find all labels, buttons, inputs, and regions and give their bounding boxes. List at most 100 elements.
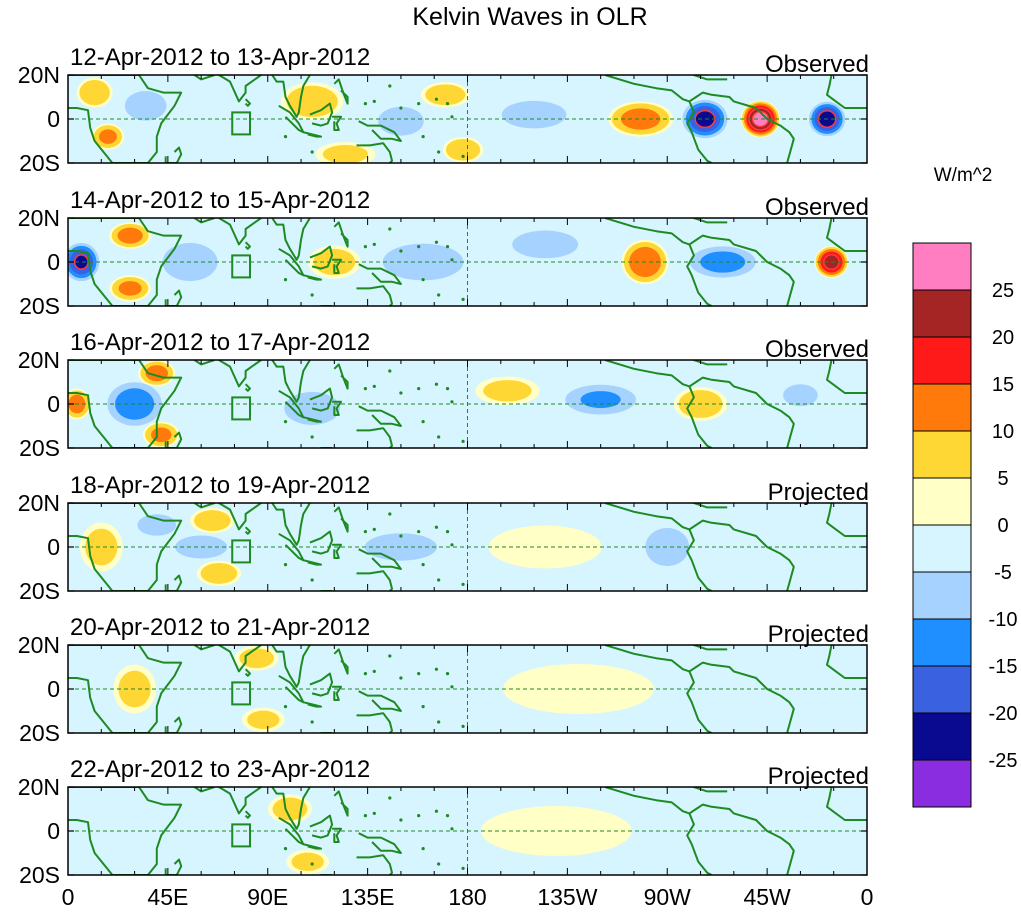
panel-status: Projected	[768, 763, 869, 790]
island-marker	[388, 796, 392, 800]
island-marker	[450, 543, 454, 547]
coastline	[333, 506, 349, 533]
coastline	[332, 827, 342, 843]
island-marker	[363, 387, 368, 391]
anomaly-field	[68, 360, 826, 448]
y-tick-label: 0	[47, 106, 60, 132]
coastline	[826, 75, 867, 109]
anomaly-contour	[620, 108, 661, 130]
coastline	[826, 360, 867, 394]
panel-date-range: 18-Apr-2012 to 19-Apr-2012	[70, 472, 370, 499]
anomaly-cell	[740, 100, 781, 138]
panel: 20N 0 20S 12-Apr-2012 to 13-Apr-2012 Observe…	[18, 44, 869, 176]
coastline	[309, 672, 334, 697]
reference-box	[231, 396, 251, 421]
anomaly-contour	[378, 106, 424, 136]
anomaly-contour	[645, 527, 690, 567]
coastline	[309, 530, 334, 555]
coastline	[303, 274, 322, 281]
coastline	[356, 854, 393, 875]
coastline	[356, 712, 393, 733]
x-tick-label: 45E	[147, 884, 188, 910]
island-marker	[437, 150, 441, 154]
colorbar-swatch	[912, 524, 972, 573]
chart-title: Kelvin Waves in OLR	[412, 3, 647, 31]
island-marker	[388, 227, 392, 231]
coastline	[68, 218, 183, 306]
panel-status: Projected	[768, 479, 869, 506]
anomaly-cell	[640, 523, 694, 571]
coastline	[164, 716, 183, 733]
coastline	[193, 218, 215, 224]
panel-date-range: 20-Apr-2012 to 21-Apr-2012	[70, 614, 370, 641]
y-tick-label: 0	[47, 818, 60, 844]
coastline	[826, 218, 867, 252]
coastline	[686, 671, 713, 733]
anomaly-contour	[137, 514, 177, 536]
island-marker	[388, 369, 392, 373]
anomaly-contour	[200, 562, 238, 584]
panel-status: Projected	[768, 621, 869, 648]
island-marker	[445, 387, 450, 391]
anomaly-cell	[480, 805, 632, 857]
anomaly-cell	[775, 379, 826, 412]
island-marker	[417, 814, 421, 818]
coastline	[604, 645, 795, 733]
y-tick-label: 0	[47, 391, 60, 417]
coastline	[604, 218, 795, 306]
coastline	[218, 645, 262, 673]
island-marker	[417, 245, 421, 249]
coastline	[826, 787, 867, 821]
island-marker	[434, 809, 439, 813]
anomaly-contour	[425, 84, 466, 106]
island-marker	[388, 654, 392, 658]
coastline	[244, 810, 251, 819]
y-tick-label: 0	[47, 676, 60, 702]
coastline	[164, 574, 183, 591]
colorbar-swatch	[912, 477, 972, 526]
anomaly-cell	[559, 382, 642, 417]
y-tick-label: 20N	[18, 632, 60, 658]
colorbar-swatch	[912, 665, 972, 714]
colorbar-swatch	[912, 430, 972, 479]
anomaly-contour	[193, 510, 231, 532]
coastline	[686, 529, 713, 591]
y-tick-label: 20S	[19, 720, 60, 746]
coastline	[271, 645, 311, 688]
coastline	[68, 503, 183, 591]
panel: 20N 0 20S 20-Apr-2012 to 21-Apr-2012 Project…	[18, 614, 869, 746]
x-tick-label: 180	[448, 884, 486, 910]
panel-date-range: 16-Apr-2012 to 17-Apr-2012	[70, 329, 370, 356]
colorbar-swatch	[912, 618, 972, 667]
island-marker	[437, 435, 441, 439]
anomaly-contour	[117, 227, 143, 244]
island-marker	[417, 672, 421, 676]
panel: 20N 0 20S 16-Apr-2012 to 17-Apr-2012 Observe…	[18, 329, 869, 461]
island-marker	[283, 705, 288, 709]
island-marker	[437, 293, 441, 297]
coastline	[303, 416, 322, 423]
y-tick-label: 20N	[18, 205, 60, 231]
coastline	[333, 221, 349, 248]
y-tick-label: 20S	[19, 150, 60, 176]
coastline	[244, 98, 251, 107]
reference-box	[231, 823, 251, 848]
island-marker	[363, 245, 368, 249]
coastline	[303, 559, 322, 566]
coastline	[333, 78, 349, 105]
coastline	[826, 645, 867, 679]
anomaly-contour	[503, 663, 654, 715]
island-marker	[445, 245, 450, 249]
anomaly-contour	[85, 528, 118, 566]
coastline	[303, 131, 322, 138]
island-marker	[461, 724, 465, 729]
y-tick-label: 0	[47, 249, 60, 275]
anomaly-contour	[73, 254, 89, 270]
island-marker	[310, 435, 314, 439]
coastline	[271, 218, 311, 261]
coastline	[164, 858, 183, 875]
panel: 20N 0 20S 22-Apr-2012 to 23-Apr-2012 Project…	[18, 756, 869, 888]
island-marker	[417, 387, 421, 391]
island-marker	[421, 563, 425, 567]
